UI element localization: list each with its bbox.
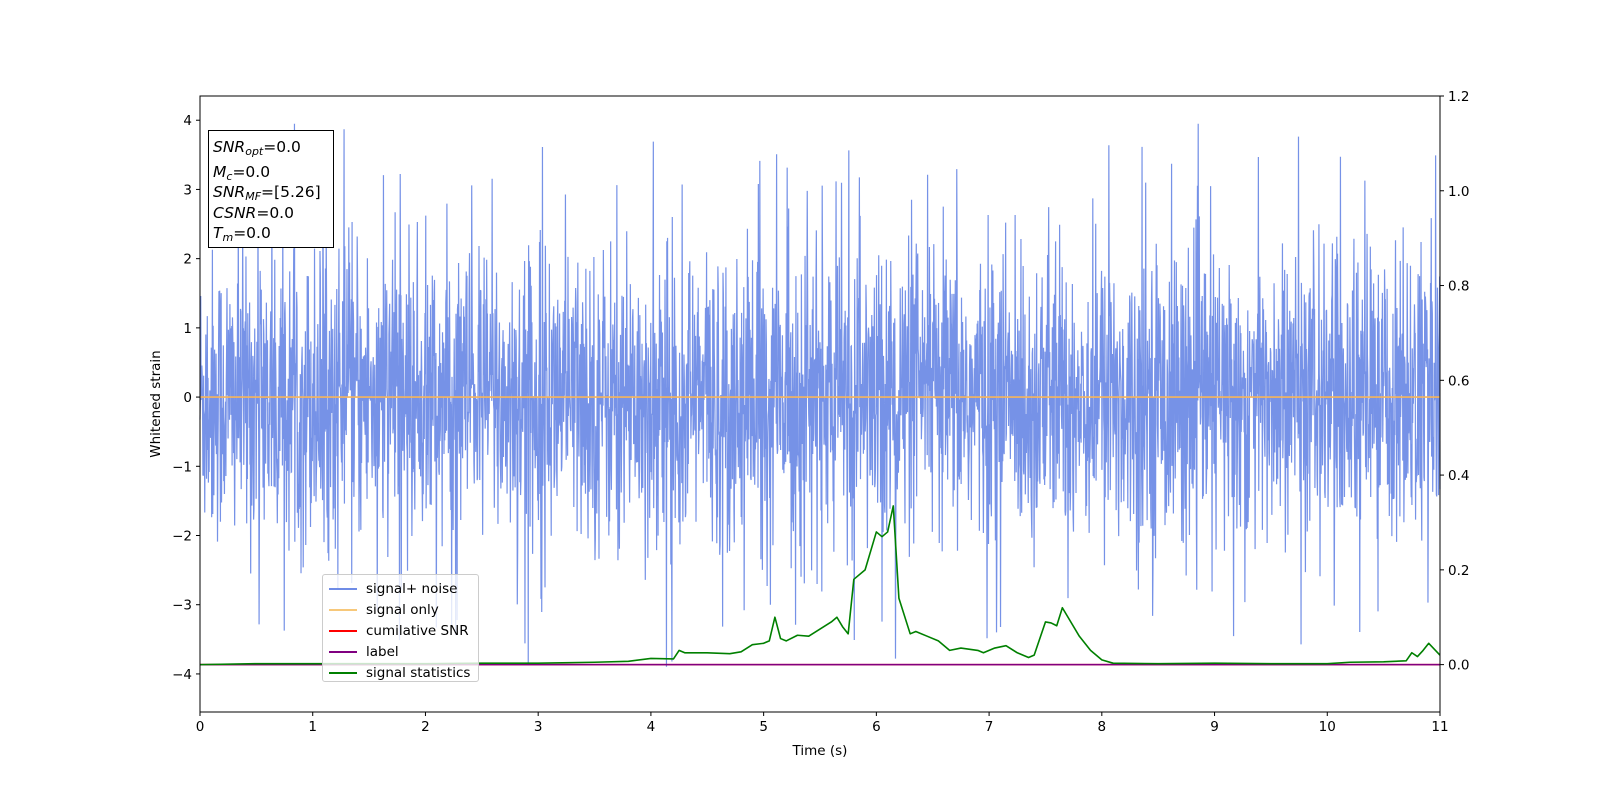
mc-subscript: c <box>226 169 233 183</box>
x-tick-label: 5 <box>759 719 768 735</box>
chart-legend: signal+ noise signal only cumilative SNR… <box>322 574 479 682</box>
y-tick-label: 2 <box>183 252 192 268</box>
x-tick-label: 9 <box>1210 719 1219 735</box>
tm-value: =0.0 <box>233 224 271 242</box>
y-tick-label: −1 <box>172 459 192 475</box>
x-axis-label: Time (s) <box>792 743 848 759</box>
signal-noise-line <box>199 123 1441 667</box>
y-axis-label: Whitened strain <box>148 350 164 457</box>
legend-swatch-signal-only <box>329 608 357 611</box>
snr-opt-subscript: opt <box>245 145 264 158</box>
x-tick-label: 4 <box>647 719 656 735</box>
csnr-value: =0.0 <box>256 203 294 222</box>
mc-label: M <box>213 162 227 181</box>
y2-tick-label: 1.2 <box>1448 89 1469 105</box>
legend-item-label: label <box>329 641 478 662</box>
legend-swatch-label <box>329 650 357 653</box>
x-tick-label: 0 <box>196 719 205 735</box>
y-tick-label: 4 <box>183 113 192 129</box>
y2-tick-label: 0.0 <box>1448 658 1469 674</box>
legend-item-cumulative-snr: cumilative SNR <box>329 620 478 641</box>
snr-mf-line: SNRMF=[5.26] <box>213 182 333 203</box>
snr-mf-subscript: MF <box>245 190 262 203</box>
legend-label-signal-statistics: signal statistics <box>366 664 471 681</box>
csnr-line: CSNR=0.0 <box>213 203 333 224</box>
x-tick-label: 6 <box>872 719 881 735</box>
x-tick-label: 1 <box>308 719 317 735</box>
legend-swatch-signal-noise <box>329 587 357 590</box>
axis-ticks: 0 1 2 3 4 5 6 7 8 9 10 11 −4 −3 −2 −1 0 1 2 3 4 0.0 0.2 0.4 0.6 0… <box>172 89 1469 735</box>
mc-value: =0.0 <box>232 162 271 181</box>
snr-mf-label: SNR <box>213 183 246 201</box>
x-tick-label: 8 <box>1098 719 1107 735</box>
x-tick-label: 2 <box>421 719 430 735</box>
y-tick-label: 0 <box>183 390 192 406</box>
tm-subscript: m <box>222 231 234 244</box>
tm-label: T <box>213 224 223 242</box>
legend-item-signal-statistics: signal statistics <box>329 662 478 683</box>
y-tick-label: −4 <box>172 667 192 683</box>
legend-label-signal-noise: signal+ noise <box>366 580 458 597</box>
y2-tick-label: 0.2 <box>1448 563 1469 579</box>
y-tick-label: −3 <box>172 598 192 614</box>
x-tick-label: 10 <box>1319 719 1336 735</box>
legend-swatch-signal-statistics <box>329 671 357 674</box>
x-tick-label: 11 <box>1431 719 1448 735</box>
signal-statistics-line <box>199 505 1441 666</box>
mc-line: Mc=0.0 <box>213 162 333 183</box>
csnr-label: CSNR <box>213 203 257 222</box>
y2-tick-label: 0.6 <box>1448 373 1469 389</box>
plot-area-frame <box>199 95 1441 713</box>
metrics-info-box: SNRopt=0.0 Mc=0.0 SNRMF=[5.26] CSNR=0.0 … <box>208 130 334 248</box>
y-tick-label: −2 <box>172 529 192 545</box>
snr-opt-label: SNR <box>213 138 246 156</box>
legend-item-signal-noise: signal+ noise <box>329 578 478 599</box>
x-tick-label: 3 <box>534 719 543 735</box>
tm-line: Tm=0.0 <box>213 223 333 244</box>
legend-label-signal-only: signal only <box>366 601 439 618</box>
y-tick-label: 1 <box>183 321 192 337</box>
legend-label-label: label <box>366 643 399 660</box>
snr-mf-value: =[5.26] <box>261 183 321 201</box>
legend-swatch-cumulative-snr <box>329 629 357 632</box>
x-tick-label: 7 <box>985 719 994 735</box>
snr-opt-value: =0.0 <box>263 138 301 156</box>
y-tick-label: 3 <box>183 182 192 198</box>
signal-noise-series <box>199 123 1441 667</box>
legend-item-signal-only: signal only <box>329 599 478 620</box>
y2-tick-label: 0.4 <box>1448 468 1469 484</box>
y2-tick-label: 1.0 <box>1448 184 1469 200</box>
y2-tick-label: 0.8 <box>1448 279 1469 295</box>
snr-opt-line: SNRopt=0.0 <box>213 137 333 158</box>
legend-label-cumulative-snr: cumilative SNR <box>366 622 469 639</box>
